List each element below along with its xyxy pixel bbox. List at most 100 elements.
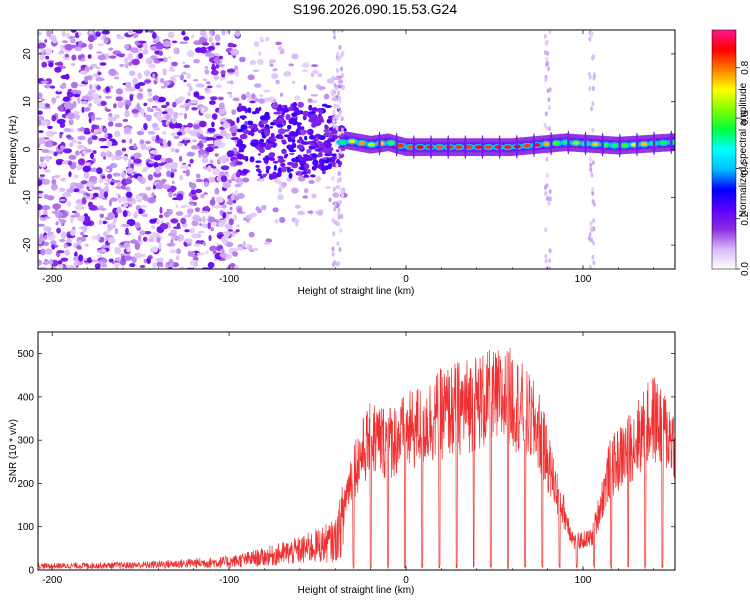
spectrogram-cell xyxy=(259,178,265,182)
spectrogram-cell xyxy=(207,176,217,183)
spectrogram-cell xyxy=(99,208,107,211)
spectrogram-cell xyxy=(151,105,158,109)
spectrogram-cell xyxy=(191,195,199,201)
spectrogram-cell xyxy=(60,257,69,262)
spectrogram-cell xyxy=(215,196,224,203)
spectrogram-cell xyxy=(82,258,88,262)
spectrogram-cell xyxy=(184,139,188,147)
y-tick-label: 100 xyxy=(17,522,34,533)
spectrogram-cell xyxy=(181,71,187,75)
spectrogram-marks xyxy=(38,30,675,269)
spectrogram-cell xyxy=(591,186,595,192)
spectrogram-cell xyxy=(180,164,189,169)
spectrogram-cell xyxy=(124,179,133,185)
spectrogram-cell xyxy=(225,132,231,139)
spectrogram-cell xyxy=(339,79,343,84)
spectrogram-cell xyxy=(115,257,121,262)
spectrogram-cell xyxy=(238,181,244,185)
spectrogram-cell xyxy=(202,241,207,247)
spectrogram-cell xyxy=(54,66,62,73)
spectrogram-cell xyxy=(74,32,80,39)
spectrogram-cell xyxy=(119,63,125,68)
spectrogram-cell xyxy=(257,153,262,156)
spectrogram-cell xyxy=(504,145,512,149)
spectrogram-cell xyxy=(177,112,184,116)
spectrogram-cell xyxy=(158,242,162,250)
spectrogram-cell xyxy=(152,40,160,44)
spectrogram-cell xyxy=(311,64,319,68)
spectrogram-cell xyxy=(198,120,207,128)
spectrogram-cell xyxy=(307,168,311,175)
spectrogram-cell xyxy=(310,174,316,178)
spectrogram-cell xyxy=(140,143,147,151)
spectrogram-cell xyxy=(211,121,215,128)
spectrogram-cell xyxy=(138,40,147,44)
spectrogram-cell xyxy=(588,86,592,92)
spectrogram-cell xyxy=(38,102,46,109)
spectrogram-cell xyxy=(62,192,72,198)
spectrogram-cell xyxy=(100,62,107,66)
spectrogram-cell xyxy=(591,190,595,196)
x-tick-label: -200 xyxy=(42,274,62,285)
spectrogram-cell xyxy=(264,111,270,117)
spectrogram-cell xyxy=(317,141,323,145)
x-tick-label: 100 xyxy=(575,274,592,285)
spectrogram-cell xyxy=(210,226,214,232)
spectrogram-cell xyxy=(246,243,250,249)
spectrogram-cell xyxy=(168,191,173,198)
spectrogram-cell xyxy=(331,153,338,157)
spectrogram-cell xyxy=(234,69,240,77)
spectrogram-cell xyxy=(191,107,198,111)
spectrogram-cell xyxy=(291,162,299,169)
spectrogram-y-ticks: -20 -10 0 10 20 xyxy=(22,48,675,252)
spectrogram-cell xyxy=(83,107,91,112)
spectrogram-cell xyxy=(186,151,195,157)
spectrogram-cell xyxy=(215,63,220,69)
spectrogram-cell xyxy=(333,206,337,212)
spectrogram-cell xyxy=(288,131,297,137)
spectrogram-cell xyxy=(135,30,143,34)
spectrogram-cell xyxy=(138,47,143,52)
spectrogram-cell xyxy=(276,107,285,112)
spectrogram-cell xyxy=(175,204,179,208)
spectrogram-cell xyxy=(387,141,395,145)
spectrogram-cell xyxy=(188,85,193,92)
spectrogram-cell xyxy=(179,74,184,81)
spectrogram-cell xyxy=(65,134,72,139)
spectrogram-cell xyxy=(239,59,245,63)
spectrogram-cell xyxy=(200,46,207,54)
spectrogram-cell xyxy=(170,171,175,178)
spectrogram-cell xyxy=(127,30,133,36)
spectrogram-cell xyxy=(180,217,187,225)
spectrogram-cell xyxy=(96,51,103,54)
spectrogram-cell xyxy=(142,42,148,50)
spectrogram-cell xyxy=(281,139,287,144)
spectrogram-cell xyxy=(254,83,262,88)
spectrogram-cell xyxy=(315,84,322,89)
spectrogram-cell xyxy=(229,126,239,133)
spectrogram-cell xyxy=(140,127,145,132)
spectrogram-cell xyxy=(108,112,113,118)
spectrogram-cell xyxy=(198,148,206,155)
spectrogram-cell xyxy=(70,63,76,66)
spectrogram-cell xyxy=(272,68,278,72)
spectrogram-cell xyxy=(139,205,148,208)
spectrogram-cell xyxy=(203,181,209,187)
spectrogram-cell xyxy=(78,254,84,262)
spectrogram-cell xyxy=(120,223,130,228)
spectrogram-cell xyxy=(189,251,196,258)
spectrogram-cell xyxy=(258,107,262,111)
spectrogram-cell xyxy=(218,55,224,60)
spectrogram-cell xyxy=(348,139,356,144)
spectrogram-cell xyxy=(285,114,291,121)
spectrogram-cell xyxy=(70,38,76,44)
spectrogram-cell xyxy=(147,131,156,135)
spectrogram-cell xyxy=(242,155,247,160)
spectrogram-cell xyxy=(336,68,339,73)
spectrogram-cell xyxy=(115,193,121,196)
spectrogram-cell xyxy=(210,69,219,76)
spectrogram-cell xyxy=(39,156,45,163)
spectrogram-cell xyxy=(78,226,88,230)
spectrogram-cell xyxy=(209,30,213,36)
spectrogram-cell xyxy=(41,98,45,102)
